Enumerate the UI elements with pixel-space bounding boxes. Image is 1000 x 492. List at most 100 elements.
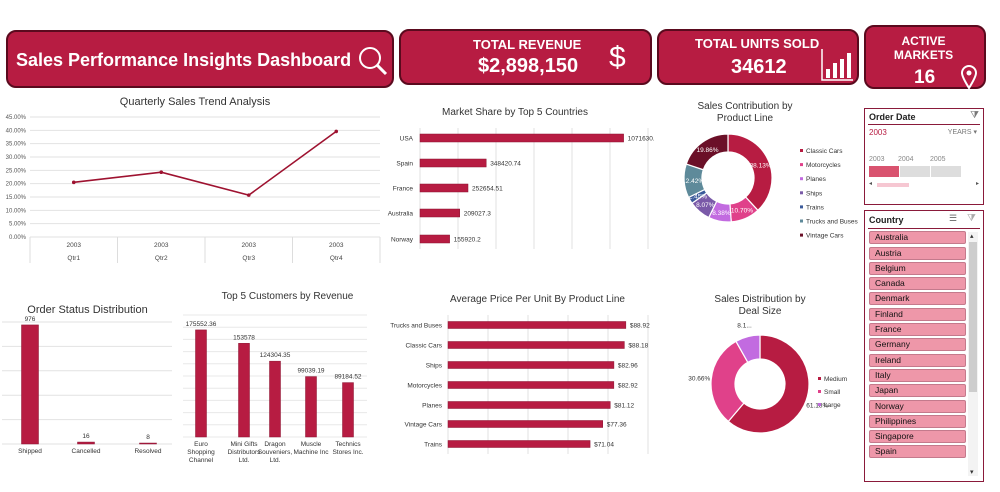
- scroll-up-icon[interactable]: ▴: [970, 233, 974, 240]
- bar: [447, 361, 615, 369]
- scroll-down-icon[interactable]: ▾: [970, 469, 974, 476]
- bar: [447, 341, 625, 349]
- country-item[interactable]: Ireland: [869, 353, 966, 367]
- country-item[interactable]: Germany: [869, 338, 966, 352]
- country-list: Australia Austria Belgium Canada Denmark Finl…: [865, 229, 975, 459]
- category-label: Mini Gifts: [230, 441, 258, 448]
- legend-label: Medium: [824, 376, 847, 383]
- data-label: $81.12: [614, 403, 634, 410]
- category-label: Shipped: [18, 448, 42, 455]
- y-tick-label: 10.00%: [6, 208, 27, 214]
- legend-label: Planes: [806, 176, 827, 183]
- bar: [21, 324, 39, 445]
- country-item[interactable]: Philippines: [869, 414, 966, 428]
- legend-swatch: [800, 177, 803, 181]
- data-label: 61.18%: [806, 402, 828, 409]
- data-label: 155920.2: [454, 237, 481, 244]
- country-item[interactable]: Australia: [869, 231, 966, 245]
- category-label: Trucks and Buses: [390, 323, 443, 330]
- scroll-right-icon[interactable]: ▸: [975, 181, 979, 187]
- timeline-bar-2004[interactable]: [900, 166, 930, 177]
- bar: [419, 183, 469, 193]
- bar: [419, 208, 460, 218]
- country-item[interactable]: Belgium: [869, 261, 966, 275]
- legend-label: Classic Cars: [806, 148, 843, 155]
- clear-filter-icon[interactable]: ⧩: [970, 110, 979, 121]
- data-label: 99039.19: [297, 368, 324, 375]
- country-item[interactable]: Japan: [869, 384, 966, 398]
- page-title: Sales Performance Insights Dashboard: [16, 50, 352, 70]
- multi-select-icon[interactable]: ☰: [949, 213, 958, 223]
- markets-label: ACTIVE MARKETS: [893, 34, 954, 62]
- y-tick-label: 30.00%: [6, 155, 27, 161]
- data-label: 2.45%: [689, 193, 708, 200]
- list-scrollbar[interactable]: ▴ ▾: [968, 232, 978, 476]
- year-label-2004: 2004: [898, 156, 914, 163]
- data-label: 89184.52: [334, 374, 361, 381]
- country-item[interactable]: Spain: [869, 445, 966, 459]
- quarterly-title: Quarterly Sales Trend Analysis: [119, 96, 271, 108]
- legend-swatch: [818, 390, 821, 393]
- category-label: Classic Cars: [406, 343, 443, 350]
- country-item[interactable]: France: [869, 323, 966, 337]
- category-label: Trains: [424, 442, 443, 449]
- data-label: $82.92: [618, 383, 638, 390]
- legend-label: Trucks and Buses: [806, 219, 859, 226]
- bar: [419, 133, 624, 143]
- bar: [447, 321, 627, 329]
- country-item[interactable]: Singapore: [869, 430, 966, 444]
- bar: [419, 234, 450, 244]
- bar: [269, 360, 281, 438]
- data-point: [334, 129, 339, 134]
- timeline-scrollbar[interactable]: ◂ ▸: [869, 181, 979, 188]
- timeline-bar-2005[interactable]: [931, 166, 961, 177]
- scroll-thumb[interactable]: [877, 183, 909, 187]
- data-label: 8.07%: [696, 202, 715, 209]
- scroll-thumb[interactable]: [969, 242, 977, 392]
- country-item[interactable]: Italy: [869, 368, 966, 382]
- category-label: Spain: [396, 161, 413, 168]
- search-icon[interactable]: [358, 46, 388, 76]
- legend-label: Small: [824, 389, 841, 396]
- data-label: 976: [25, 316, 36, 323]
- country-item[interactable]: Finland: [869, 307, 966, 321]
- country-item[interactable]: Canada: [869, 277, 966, 291]
- bar: [139, 442, 157, 445]
- clear-filter-icon[interactable]: ⧩: [967, 213, 976, 224]
- category-label: Norway: [391, 237, 414, 244]
- y-tick-label: 45.00%: [6, 115, 27, 121]
- donut-slice: [735, 334, 761, 364]
- category-label: Channel: [189, 457, 214, 464]
- data-label: $71.04: [594, 442, 614, 449]
- data-point: [159, 170, 164, 174]
- bar: [342, 382, 354, 438]
- category-label: USA: [400, 136, 414, 143]
- data-point: [246, 193, 251, 197]
- order-date-slicer[interactable]: Order Date ⧩ 2003 YEARS ▾ 2003 2004 2005…: [864, 108, 984, 205]
- time-level-dropdown[interactable]: YEARS ▾: [947, 129, 977, 136]
- scroll-left-icon[interactable]: ◂: [869, 181, 873, 187]
- product-line-title: Sales Contribution by Product Line: [697, 101, 793, 124]
- country-title: Country: [869, 215, 904, 225]
- data-label: 124304.35: [260, 352, 291, 359]
- data-label: 8.1...: [737, 322, 752, 329]
- country-slicer[interactable]: Country ☰ ⧩ Australia Austria Belgium Canad…: [864, 210, 984, 482]
- category-label: Muscle: [301, 441, 322, 448]
- customers-title: Top 5 Customers by Revenue: [221, 291, 354, 302]
- data-label: 30.66%: [688, 376, 710, 383]
- country-item[interactable]: Denmark: [869, 292, 966, 306]
- x-tick-quarter: Qtr4: [330, 255, 343, 262]
- timeline-bar-2003[interactable]: [869, 166, 899, 177]
- legend-label: Ships: [806, 190, 823, 197]
- country-item[interactable]: Austria: [869, 246, 966, 260]
- data-label: 153578: [233, 334, 255, 341]
- data-label: 209027.3: [464, 211, 491, 218]
- data-label: 175552.36: [186, 321, 217, 328]
- data-label: 12.42%: [682, 178, 704, 185]
- bar: [447, 401, 611, 409]
- donut-slice: [727, 133, 773, 212]
- y-tick-label: 5.00%: [9, 222, 27, 228]
- category-label: Machine Inc: [293, 449, 329, 456]
- country-item[interactable]: Norway: [869, 399, 966, 413]
